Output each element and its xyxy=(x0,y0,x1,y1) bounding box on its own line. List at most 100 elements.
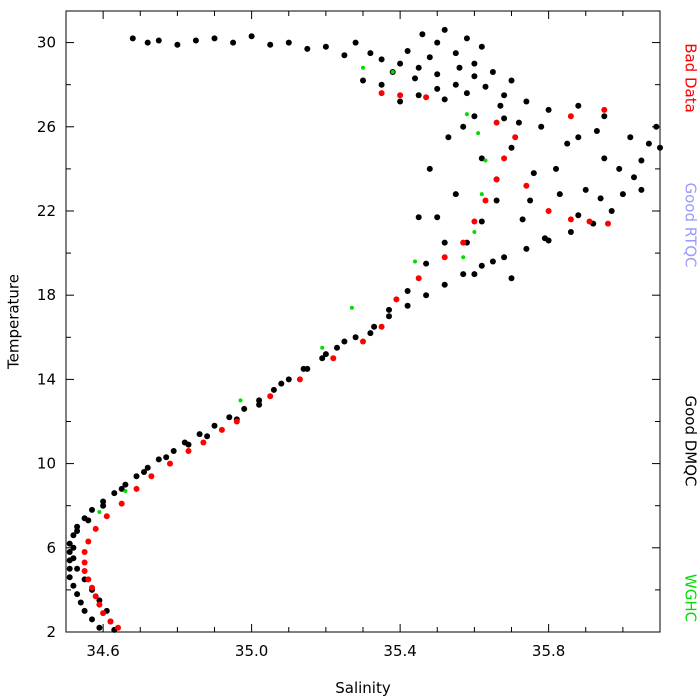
plot-area xyxy=(66,26,663,633)
y-tick-label: 22 xyxy=(37,202,56,220)
data-point xyxy=(304,45,311,52)
data-point xyxy=(523,98,530,105)
data-point xyxy=(423,94,430,101)
data-point xyxy=(419,31,426,38)
axis-ticks xyxy=(65,11,661,633)
data-point xyxy=(527,197,534,204)
data-point xyxy=(211,35,218,42)
data-point xyxy=(81,568,88,574)
data-point xyxy=(415,214,422,221)
x-tick-label: 34.6 xyxy=(86,642,119,660)
legend: Bad Data Good RTQC Good DMQC WGHC xyxy=(682,43,700,622)
data-point xyxy=(89,616,95,623)
data-point xyxy=(608,208,615,214)
data-point xyxy=(378,81,385,88)
data-point xyxy=(452,81,459,88)
data-point xyxy=(85,538,92,545)
data-point xyxy=(441,239,448,246)
y-tick-label: 6 xyxy=(46,539,56,557)
data-point xyxy=(601,106,608,113)
data-point xyxy=(334,344,340,351)
legend-label: Good RTQC xyxy=(682,182,700,267)
data-point xyxy=(413,259,417,264)
data-point xyxy=(185,441,192,448)
data-point xyxy=(464,112,469,117)
data-point xyxy=(256,397,263,404)
data-point xyxy=(397,98,404,105)
data-point xyxy=(100,502,107,509)
data-point xyxy=(619,191,626,198)
data-point xyxy=(519,216,526,223)
data-point xyxy=(66,540,73,547)
data-point xyxy=(226,414,233,421)
data-point xyxy=(567,216,574,223)
data-point xyxy=(538,123,545,130)
data-point xyxy=(553,165,559,172)
x-axis-title: Salinity xyxy=(335,679,391,697)
data-point xyxy=(460,239,467,246)
data-point xyxy=(144,39,151,46)
data-point xyxy=(267,41,274,48)
data-point xyxy=(122,481,129,488)
data-point xyxy=(270,386,277,393)
data-point xyxy=(597,195,604,202)
data-point xyxy=(367,330,374,337)
data-point xyxy=(493,119,500,126)
x-tick-label: 35.8 xyxy=(532,642,565,660)
data-point xyxy=(111,490,118,497)
data-point xyxy=(397,92,404,99)
data-point xyxy=(441,96,448,103)
data-point xyxy=(434,85,441,92)
data-point xyxy=(452,191,459,198)
data-point xyxy=(367,50,374,57)
data-point xyxy=(174,41,181,48)
data-point xyxy=(456,64,463,71)
data-point xyxy=(96,601,103,608)
data-point xyxy=(378,90,385,97)
data-point xyxy=(371,323,378,330)
data-point xyxy=(185,448,192,454)
data-point xyxy=(461,255,466,260)
data-point xyxy=(233,418,240,425)
data-point xyxy=(89,584,95,591)
y-axis-title: Temperature xyxy=(5,274,23,370)
data-point xyxy=(501,155,508,162)
data-point xyxy=(489,69,496,75)
x-tick-label: 35.0 xyxy=(235,642,268,660)
data-point xyxy=(497,102,504,109)
data-point xyxy=(582,186,589,193)
data-point xyxy=(319,355,326,362)
data-point xyxy=(74,565,81,572)
series-good-dmqc xyxy=(66,26,663,633)
data-point xyxy=(341,52,348,59)
data-point xyxy=(360,77,366,84)
data-point xyxy=(133,473,140,480)
data-point xyxy=(100,610,107,617)
data-point xyxy=(575,102,582,109)
y-tick-label: 30 xyxy=(37,34,56,52)
y-tick-label: 18 xyxy=(37,286,56,304)
data-point xyxy=(478,218,485,225)
data-point xyxy=(81,559,88,566)
data-point xyxy=(441,281,448,288)
data-point xyxy=(92,593,99,600)
data-point xyxy=(196,431,203,438)
data-point xyxy=(471,271,478,278)
data-point xyxy=(155,456,162,463)
data-point xyxy=(601,113,608,120)
data-point xyxy=(129,35,136,42)
data-point xyxy=(463,90,470,97)
data-point xyxy=(352,39,359,46)
series-bad-data xyxy=(81,90,611,631)
data-point xyxy=(575,134,582,141)
data-point xyxy=(123,489,128,493)
data-point xyxy=(74,528,81,534)
data-point xyxy=(144,464,151,471)
data-point xyxy=(96,597,103,604)
series-wghc xyxy=(97,65,488,514)
legend-label: Bad Data xyxy=(682,43,700,113)
data-point xyxy=(97,510,102,514)
data-point xyxy=(404,302,411,309)
data-point xyxy=(85,576,92,583)
data-point xyxy=(170,448,177,454)
